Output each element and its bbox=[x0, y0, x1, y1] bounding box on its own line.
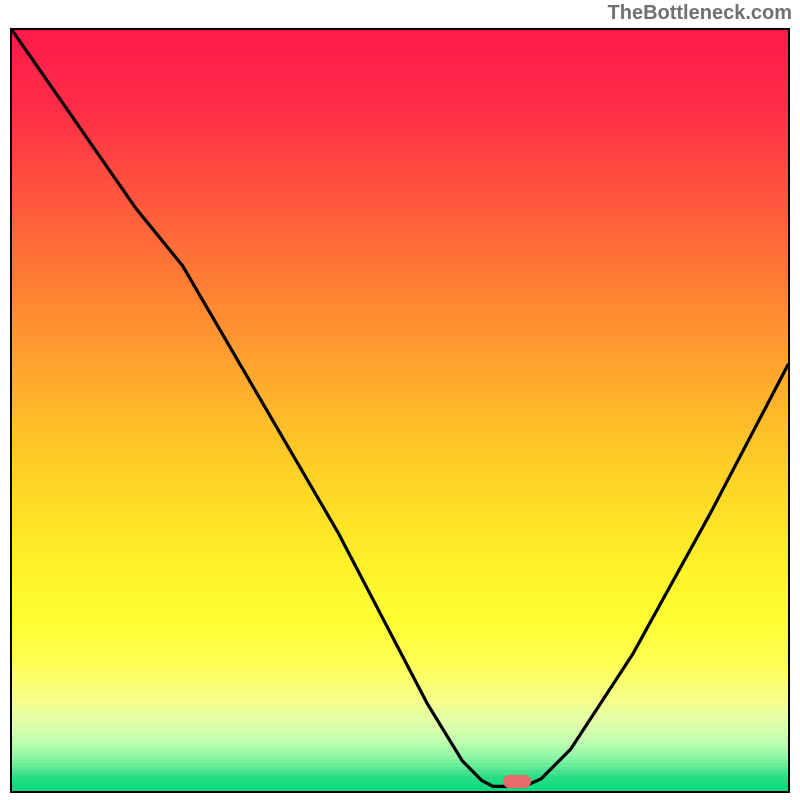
chart-frame: TheBottleneck.com bbox=[0, 0, 800, 800]
optimum-marker bbox=[503, 775, 531, 788]
watermark-text: TheBottleneck.com bbox=[608, 2, 792, 25]
curve-layer bbox=[0, 0, 800, 800]
bottleneck-curve bbox=[12, 30, 788, 786]
